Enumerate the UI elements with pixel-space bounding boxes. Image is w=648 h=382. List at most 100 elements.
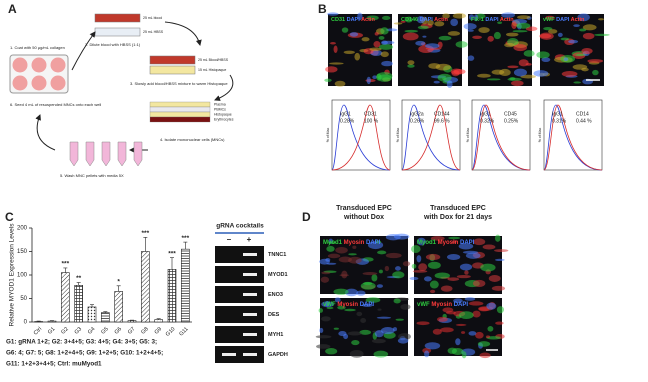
cell	[541, 57, 551, 63]
cell	[458, 311, 474, 319]
cell	[376, 72, 393, 80]
label-word: Myod1	[323, 240, 344, 246]
arrow	[35, 114, 56, 151]
cell	[369, 47, 382, 51]
cell	[349, 32, 359, 37]
cell	[359, 329, 372, 335]
label-word: Myod1	[417, 240, 438, 246]
cell	[325, 66, 338, 73]
tube-layer	[149, 116, 211, 123]
image-label: CD31 DAPI Actin	[331, 17, 375, 23]
cell	[351, 339, 360, 346]
cell	[464, 270, 469, 275]
significance: ***	[62, 261, 70, 268]
well	[31, 75, 47, 91]
bar	[167, 269, 177, 323]
x-tick-label: Ctrl	[33, 326, 43, 336]
lane-label: –	[227, 235, 232, 244]
cell	[333, 45, 338, 53]
cell	[327, 241, 337, 244]
cell	[357, 12, 363, 21]
cell	[326, 306, 334, 310]
x-tick-label: G4	[87, 326, 96, 335]
cell	[451, 347, 464, 356]
y-tick-label: 0	[24, 320, 28, 326]
cell	[361, 37, 370, 42]
cell	[493, 31, 501, 40]
cell	[435, 63, 452, 71]
cell	[411, 245, 421, 254]
significance: ***	[182, 235, 190, 242]
column-title: Transduced EPC	[336, 205, 392, 212]
x-tick-label: G1	[47, 326, 56, 335]
cell	[374, 330, 384, 338]
cell	[446, 80, 453, 88]
cell	[371, 338, 386, 344]
cell	[516, 22, 531, 29]
cell	[543, 27, 553, 31]
gene-label: DES	[268, 312, 280, 318]
cell	[376, 316, 392, 319]
image-label: Myod1 Myosin DAPI	[323, 240, 381, 246]
label-word: Myosin	[438, 240, 460, 246]
y-axis-label: Relative MYOD1 Expression Levels	[9, 223, 16, 327]
label-word: vWF	[543, 17, 556, 23]
cell	[381, 60, 393, 67]
cell	[405, 16, 413, 23]
marker-pct: 0.25%	[504, 118, 519, 124]
image-label: Myod1 Myosin DAPI	[417, 240, 475, 246]
panel-letter: B	[318, 2, 327, 16]
gel-title: gRNA cocktails	[216, 223, 264, 230]
cell	[464, 297, 476, 301]
cell	[424, 350, 430, 358]
cell	[465, 252, 481, 259]
tube-label: 25 mL Blood/HBSS	[198, 58, 229, 62]
cell	[593, 33, 610, 37]
cell	[501, 12, 515, 18]
cell	[432, 328, 442, 335]
cell	[482, 244, 496, 250]
axis-label: % of Max	[538, 127, 542, 142]
significance: *	[117, 279, 120, 286]
tube-label: 25 mL HBSS	[143, 30, 164, 34]
cell	[365, 297, 381, 303]
cell	[505, 32, 519, 37]
cell	[345, 288, 358, 297]
cell	[327, 253, 341, 259]
cell	[533, 70, 549, 77]
gene-label: GAPDH	[268, 352, 288, 358]
cell	[380, 51, 389, 58]
cell	[561, 70, 578, 77]
cell	[416, 321, 430, 326]
cell	[393, 233, 410, 240]
cell	[356, 290, 366, 296]
cell	[343, 50, 355, 54]
well	[50, 75, 66, 91]
cell	[425, 43, 440, 49]
label-word: Flk-1	[471, 17, 485, 23]
step-text: 1. Coat with 50 µg/mL collagen	[10, 45, 65, 50]
marker-name: CD14	[576, 111, 589, 117]
step-text: 4. Isolate mononuclear cells (MNCs)	[160, 137, 225, 142]
cell	[486, 302, 497, 310]
cell	[511, 21, 517, 29]
cell	[507, 77, 522, 81]
y-tick-label: 100	[17, 273, 28, 279]
cell	[395, 318, 405, 321]
cell	[488, 274, 501, 282]
image-label: vWF Myosin DAPI	[323, 302, 374, 308]
cell	[512, 30, 528, 33]
cell	[487, 35, 494, 42]
cell	[318, 308, 324, 313]
panel-letter: D	[302, 210, 311, 224]
label-word: vWF	[417, 302, 431, 308]
cell	[393, 298, 401, 304]
cell	[442, 307, 454, 313]
cell	[452, 13, 466, 19]
tube	[133, 141, 143, 167]
cell	[320, 276, 330, 283]
cell	[582, 24, 597, 31]
gel-strip	[215, 346, 264, 363]
cell	[475, 331, 484, 339]
marker-pct: 99.6 %	[434, 118, 450, 124]
